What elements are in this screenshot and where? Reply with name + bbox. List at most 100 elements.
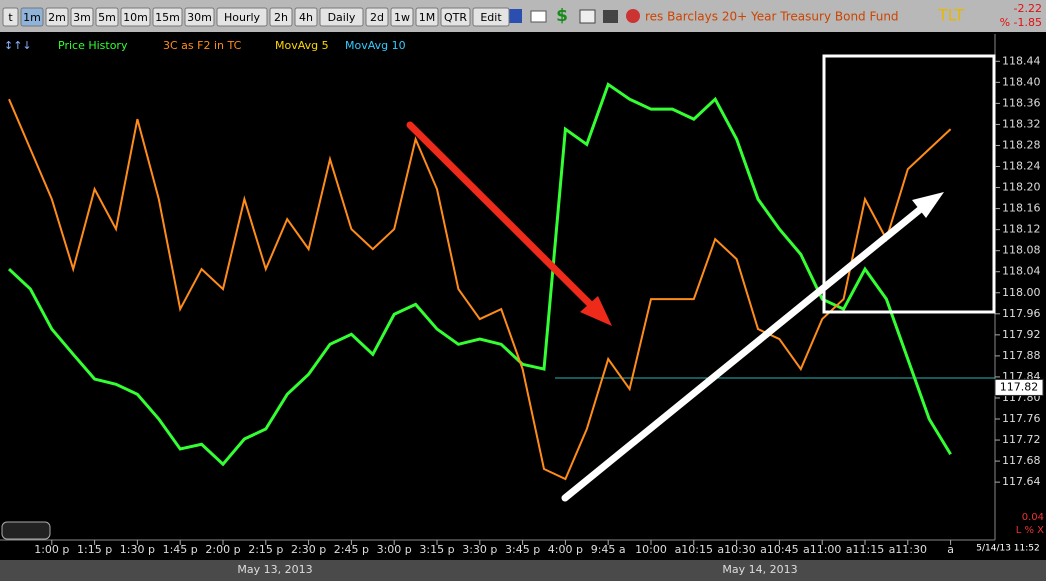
y-tick-label: 118.20 xyxy=(1002,181,1041,194)
highlight-box xyxy=(822,54,996,314)
y-tick-label: 118.12 xyxy=(1002,223,1041,236)
y-tick-label: 118.24 xyxy=(1002,160,1041,173)
interval-label[interactable]: Daily xyxy=(328,11,356,24)
interval-button[interactable] xyxy=(415,7,439,27)
interval-label[interactable]: 1m xyxy=(23,11,41,24)
series-line xyxy=(8,98,952,481)
icon[interactable] xyxy=(530,10,547,23)
y-tick-label: 117.72 xyxy=(1002,433,1041,446)
x-tick-label: 3:15 p xyxy=(419,543,454,556)
interval-label[interactable]: Hourly xyxy=(224,11,261,24)
red-arrow xyxy=(406,121,612,326)
interval-label[interactable]: 2m xyxy=(48,11,66,24)
interval-button[interactable] xyxy=(365,7,389,27)
indicator-label: Price History xyxy=(58,39,128,52)
x-tick-label: a10:45 xyxy=(760,543,798,556)
white-arrow xyxy=(561,192,944,502)
interval-button[interactable] xyxy=(440,7,471,27)
timestamp: 5/14/13 11:52 xyxy=(976,544,1040,554)
series-line xyxy=(7,82,952,467)
interval-button[interactable] xyxy=(70,7,94,27)
interval-label[interactable]: 1M xyxy=(419,11,436,24)
indicator-label: MovAvg 5 xyxy=(275,39,329,52)
interval-button[interactable] xyxy=(184,7,215,27)
interval-button[interactable] xyxy=(20,7,44,27)
x-tick-label: 2:30 p xyxy=(291,543,326,556)
x-tick-label: 2:15 p xyxy=(248,543,283,556)
x-tick-label: a11:00 xyxy=(803,543,841,556)
x-tick-label: a10:30 xyxy=(717,543,755,556)
indicator-label: MovAvg 10 xyxy=(345,39,406,52)
interval-button[interactable] xyxy=(120,7,151,27)
scale-mode: L % X xyxy=(1016,525,1044,536)
interval-label[interactable]: t xyxy=(8,11,13,24)
y-tick-label: 117.76 xyxy=(1002,412,1041,425)
interval-button[interactable] xyxy=(294,7,318,27)
interval-button[interactable] xyxy=(216,7,268,27)
icon[interactable] xyxy=(603,10,618,23)
interval-label[interactable]: 15m xyxy=(155,11,180,24)
y-tick-label: 118.40 xyxy=(1002,75,1041,88)
icon[interactable]: $ xyxy=(556,6,568,26)
x-tick-label: 2:00 p xyxy=(205,543,240,556)
indicator-label: 3C as F2 in TC xyxy=(163,39,242,52)
interval-label[interactable]: 1w xyxy=(394,11,410,24)
x-tick-label: 3:30 p xyxy=(462,543,497,556)
interval-button[interactable] xyxy=(269,7,293,27)
y-tick-label: 117.96 xyxy=(1002,307,1041,320)
y-tick-label: 118.28 xyxy=(1002,138,1041,151)
icon[interactable] xyxy=(626,9,640,23)
interval-label[interactable]: 10m xyxy=(123,11,148,24)
x-tick-label: a11:15 xyxy=(846,543,884,556)
x-tick-label: 1:45 p xyxy=(163,543,198,556)
interval-button[interactable] xyxy=(319,7,364,27)
interval-button[interactable] xyxy=(95,7,119,27)
x-tick-label: 1:15 p xyxy=(77,543,112,556)
y-tick-label: 118.36 xyxy=(1002,96,1041,109)
x-tick-label: 3:45 p xyxy=(505,543,540,556)
symbol: TLT xyxy=(937,6,964,25)
scroll-slider[interactable] xyxy=(1,521,51,540)
interval-label[interactable]: 3m xyxy=(73,11,91,24)
last-price-box xyxy=(994,378,1044,396)
x-tick-label: a xyxy=(947,543,954,556)
interval-label[interactable]: Edit xyxy=(480,11,502,24)
interval-label[interactable]: 5m xyxy=(98,11,116,24)
last-price: 117.82 xyxy=(1000,380,1039,393)
icon[interactable] xyxy=(579,9,596,24)
date-label: May 13, 2013 xyxy=(237,563,312,576)
y-tick-label: 118.32 xyxy=(1002,117,1041,130)
interval-button[interactable] xyxy=(152,7,183,27)
y-tick-label: 118.16 xyxy=(1002,202,1041,215)
change-pct: % -1.85 xyxy=(1000,16,1042,29)
interval-button[interactable] xyxy=(472,7,510,27)
x-tick-label: 3:00 p xyxy=(377,543,412,556)
y-tick-label: 117.92 xyxy=(1002,328,1041,341)
y-tick-label: 118.44 xyxy=(1002,54,1041,67)
interval-label[interactable]: 4h xyxy=(299,11,313,24)
symbol-title: res Barclays 20+ Year Treasury Bond Fund xyxy=(645,10,899,24)
interval-button[interactable] xyxy=(390,7,414,27)
interval-label[interactable]: 2h xyxy=(274,11,288,24)
x-tick-label: 10:00 xyxy=(635,543,667,556)
interval-label[interactable]: 30m xyxy=(187,11,212,24)
x-tick-label: a11:30 xyxy=(889,543,927,556)
interval-label[interactable]: QTR xyxy=(444,11,467,24)
x-tick-label: a10:15 xyxy=(675,543,713,556)
y-tick-label: 118.00 xyxy=(1002,286,1041,299)
icon[interactable] xyxy=(508,9,522,23)
y-tick-label: 117.68 xyxy=(1002,454,1041,467)
y-tick-label: 118.08 xyxy=(1002,244,1041,257)
interval-button[interactable] xyxy=(2,7,19,27)
y-tick-label: 117.88 xyxy=(1002,349,1041,362)
x-tick-label: 4:00 p xyxy=(548,543,583,556)
interval-button[interactable] xyxy=(45,7,69,27)
date-label: May 14, 2013 xyxy=(722,563,797,576)
y-tick-label: 117.64 xyxy=(1002,475,1041,488)
y-tick-label: 118.04 xyxy=(1002,265,1041,278)
scale-step: 0.04 xyxy=(1022,512,1044,523)
change: -2.22 xyxy=(1014,2,1042,15)
x-tick-label: 9:45 a xyxy=(591,543,626,556)
interval-label[interactable]: 2d xyxy=(370,11,384,24)
